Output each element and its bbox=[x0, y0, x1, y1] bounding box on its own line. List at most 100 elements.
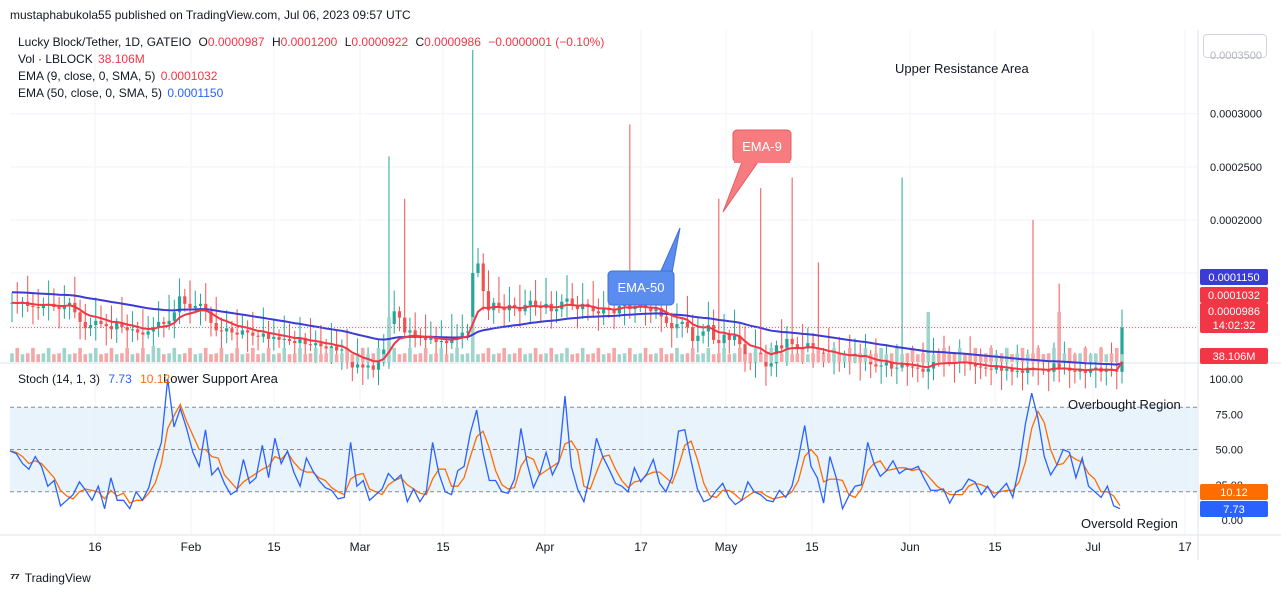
ema50-line bbox=[11, 291, 1123, 366]
volume-bar bbox=[444, 354, 449, 362]
candle-body bbox=[691, 327, 695, 342]
volume-bar bbox=[622, 353, 627, 362]
volume-bar bbox=[219, 347, 224, 362]
volume-bar bbox=[287, 354, 292, 362]
legend-ema9: EMA (9, close, 0, SMA, 5) 0.0001032 bbox=[18, 69, 217, 83]
candle-body bbox=[790, 338, 794, 345]
candle-body bbox=[890, 362, 894, 369]
countdown-label: 14:02:32 bbox=[1213, 320, 1256, 332]
candle-body bbox=[1057, 363, 1061, 369]
candle-body bbox=[727, 334, 731, 340]
volume-bar bbox=[790, 354, 794, 362]
candle-body bbox=[324, 346, 328, 349]
candle-body bbox=[497, 302, 501, 308]
volume-bar bbox=[633, 354, 637, 362]
candle-body bbox=[706, 325, 710, 332]
volume-bar bbox=[523, 354, 527, 362]
volume-bar bbox=[57, 353, 61, 362]
candle-body bbox=[575, 305, 580, 310]
candle-body bbox=[62, 305, 66, 310]
time-axis-tick: 15 bbox=[267, 540, 281, 554]
candle-body bbox=[355, 364, 360, 368]
volume-bar bbox=[67, 354, 72, 362]
volume-bar bbox=[491, 354, 496, 362]
volume-bar bbox=[31, 347, 35, 362]
volume-bar bbox=[439, 347, 444, 362]
candle-body bbox=[759, 352, 763, 355]
volume-bar bbox=[434, 353, 438, 362]
volume-bar bbox=[130, 354, 135, 362]
volume-bar bbox=[292, 353, 297, 362]
candle-body bbox=[57, 307, 61, 310]
volume-bar bbox=[455, 347, 459, 362]
volume-bar bbox=[957, 347, 962, 362]
candle-body bbox=[1120, 327, 1124, 372]
volume-bar bbox=[392, 347, 397, 362]
footer-brand[interactable]: ⁷⁷ TradingView bbox=[10, 570, 91, 585]
volume-bar bbox=[167, 353, 171, 362]
candle-body bbox=[712, 325, 716, 340]
volume-bar bbox=[1094, 353, 1098, 362]
legend-vol: 38.106M bbox=[98, 52, 145, 66]
chart-menu-button[interactable] bbox=[1203, 34, 1267, 58]
stoch-d-line bbox=[9, 402, 1121, 507]
volume-bar bbox=[340, 353, 344, 362]
volume-bar bbox=[711, 354, 716, 362]
volume-bar bbox=[696, 354, 700, 362]
volume-bar bbox=[947, 354, 952, 362]
candle-body bbox=[471, 273, 475, 332]
volume-bar bbox=[376, 347, 381, 362]
volume-bar bbox=[1120, 354, 1124, 362]
candle-body bbox=[670, 322, 674, 329]
ema9-callout-joint bbox=[734, 159, 790, 163]
volume-bar bbox=[78, 347, 82, 362]
price-badge-label: 0.0000986 bbox=[1208, 306, 1260, 318]
candle-body bbox=[162, 321, 166, 325]
candle-body bbox=[167, 320, 171, 325]
volume-bar bbox=[41, 353, 46, 362]
volume-bar bbox=[936, 353, 941, 362]
volume-bar bbox=[397, 354, 402, 362]
candle-body bbox=[371, 365, 375, 370]
volume-bar bbox=[1099, 347, 1103, 362]
volume-bar bbox=[727, 354, 732, 362]
candle-body bbox=[361, 364, 365, 368]
oversold-label: Oversold Region bbox=[1081, 516, 1178, 531]
volume-bar bbox=[146, 354, 150, 362]
volume-bar bbox=[418, 353, 423, 362]
volume-bar bbox=[125, 347, 129, 362]
candle-body bbox=[141, 332, 145, 335]
candle-body bbox=[916, 367, 920, 369]
volume-bar bbox=[680, 354, 684, 362]
candle-body bbox=[392, 311, 396, 325]
volume-bar bbox=[15, 347, 20, 362]
volume-bar bbox=[476, 354, 480, 362]
volume-bar bbox=[779, 353, 784, 362]
volume-bar bbox=[73, 353, 77, 362]
ema9-line bbox=[11, 301, 1123, 372]
volume-bar bbox=[628, 348, 632, 362]
volume-bar bbox=[816, 347, 821, 362]
stoch-k-line bbox=[9, 378, 1121, 511]
volume-bar bbox=[1015, 353, 1020, 362]
ema9-callout-pointer bbox=[722, 161, 759, 213]
candle-body bbox=[1047, 370, 1051, 372]
volume-bar bbox=[874, 353, 878, 362]
candle-body bbox=[104, 324, 108, 327]
candle-body bbox=[518, 308, 522, 312]
volume-bar bbox=[737, 347, 742, 362]
volume-bar bbox=[900, 354, 904, 362]
candle-body bbox=[256, 335, 260, 337]
volume-bar bbox=[256, 354, 260, 362]
volume-bar bbox=[1057, 312, 1061, 362]
volume-bar bbox=[905, 353, 910, 362]
volume-bar bbox=[669, 353, 674, 362]
overbought-label: Overbought Region bbox=[1068, 397, 1181, 412]
volume-bar bbox=[334, 354, 339, 362]
volume-bar bbox=[88, 353, 93, 362]
candle-body bbox=[303, 337, 307, 345]
tradingview-logo-icon: ⁷⁷ bbox=[10, 570, 20, 585]
volume-bar bbox=[298, 347, 302, 362]
candle-body bbox=[125, 327, 129, 331]
